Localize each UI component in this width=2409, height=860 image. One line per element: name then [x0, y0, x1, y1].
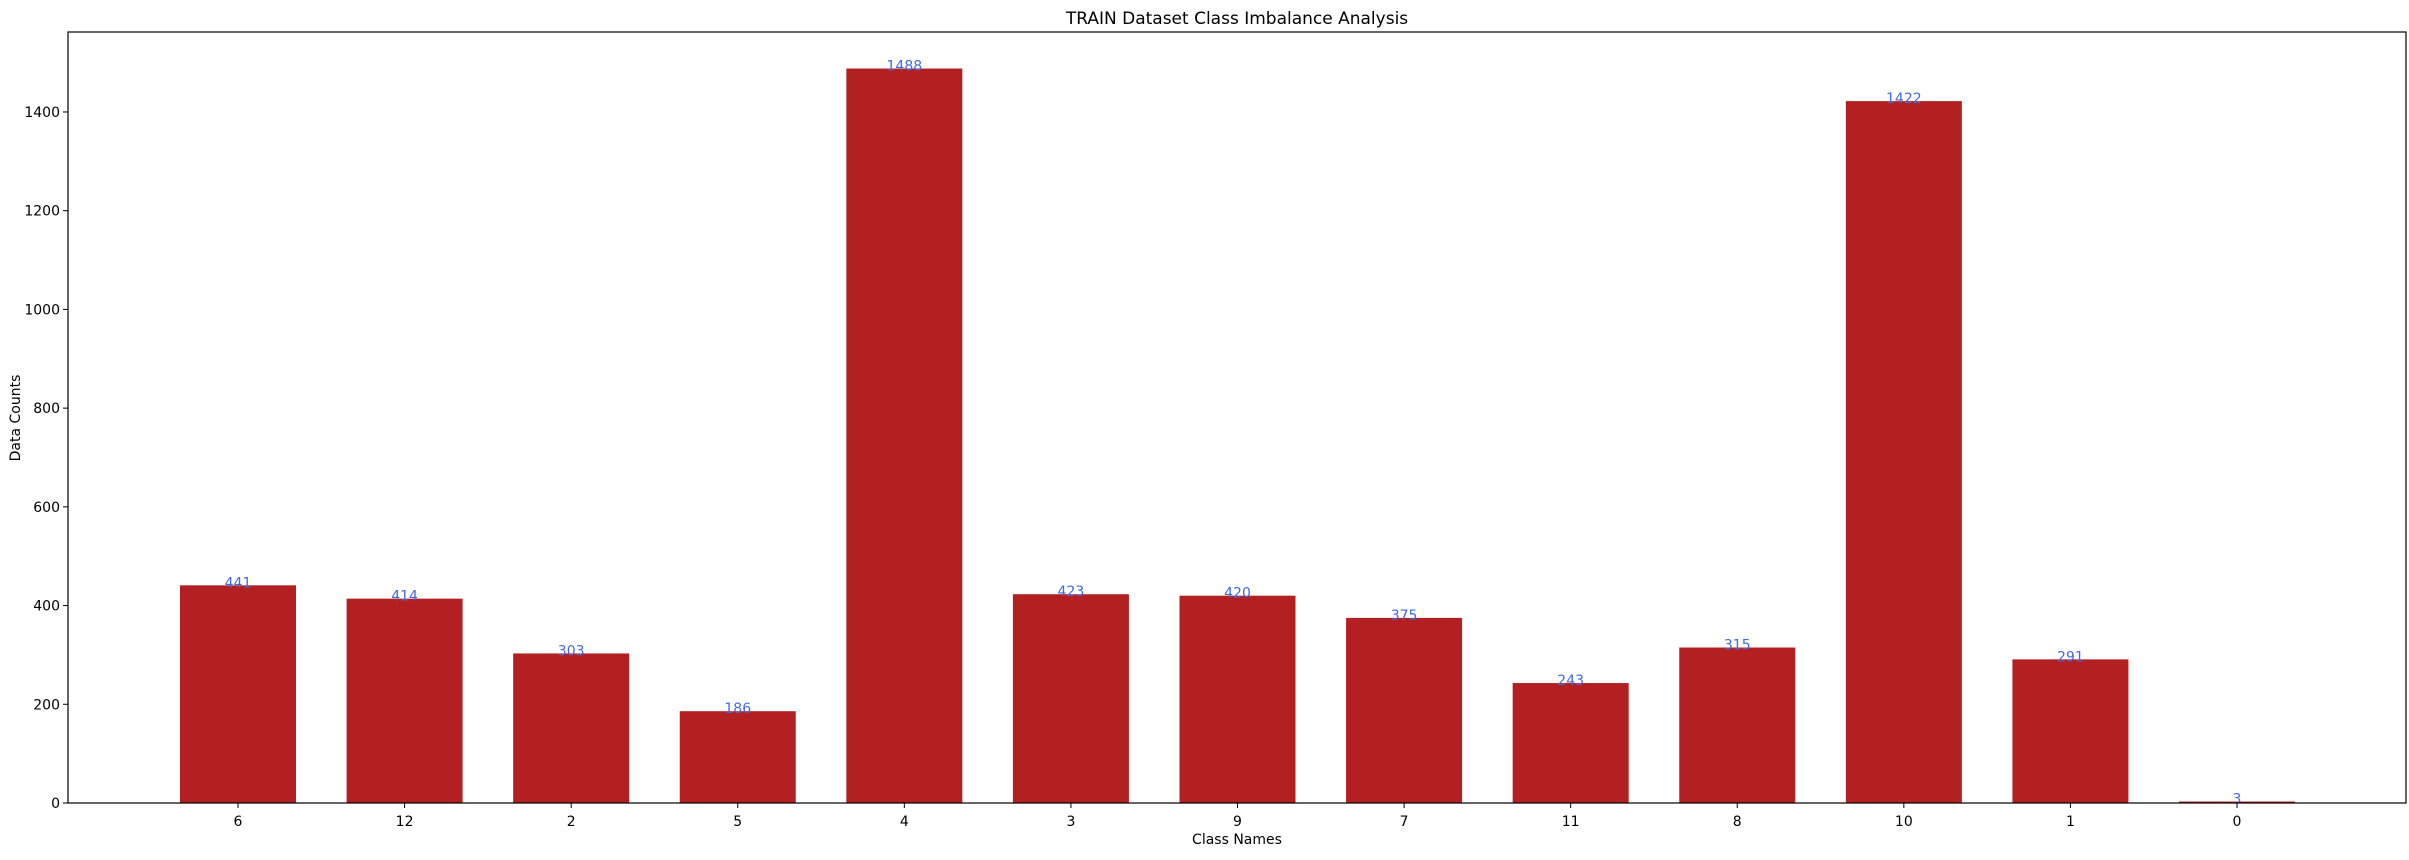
- x-tick-label-2: 2: [567, 814, 576, 830]
- data-label-9: 420: [1224, 586, 1251, 602]
- bar-2: [513, 653, 630, 803]
- y-axis-label: Data Counts: [8, 375, 24, 462]
- bars-layer: [180, 68, 2295, 804]
- x-tick-label-12: 12: [396, 814, 414, 830]
- data-label-11: 243: [1557, 673, 1584, 689]
- data-label-12: 414: [391, 589, 418, 605]
- y-axis-ticks: 0 200 400 600 800 1000 1200 1400: [24, 105, 68, 812]
- x-tick-label-9: 9: [1233, 814, 1242, 830]
- data-label-2: 303: [558, 643, 585, 659]
- chart-title: TRAIN Dataset Class Imbalance Analysis: [1065, 9, 1408, 29]
- y-tick-label-800: 800: [33, 401, 60, 417]
- bar-4: [846, 68, 963, 803]
- x-tick-label-11: 11: [1562, 814, 1580, 830]
- x-tick-label-8: 8: [1733, 814, 1742, 830]
- data-label-6: 441: [225, 575, 252, 591]
- bar-0: [2179, 801, 2295, 803]
- y-tick-label-600: 600: [33, 500, 60, 516]
- y-tick-label-1000: 1000: [24, 302, 60, 318]
- y-tick-label-1400: 1400: [24, 105, 60, 121]
- x-tick-label-7: 7: [1400, 814, 1409, 830]
- bar-12: [346, 598, 463, 803]
- x-tick-label-6: 6: [234, 814, 243, 830]
- bar-3: [1012, 594, 1129, 803]
- x-axis-ticks: 6 12 2 5 4 3 9 7 11 8 10 1 0: [234, 803, 2242, 830]
- bar-11: [1512, 683, 1629, 803]
- x-tick-label-10: 10: [1895, 814, 1913, 830]
- data-label-1: 291: [2057, 649, 2084, 665]
- bar-10: [1845, 101, 1962, 804]
- plot-frame: [67, 31, 2407, 804]
- x-tick-label-1: 1: [2066, 814, 2075, 830]
- data-label-7: 375: [1391, 608, 1418, 624]
- x-tick-label-3: 3: [1066, 814, 1075, 830]
- data-label-8: 315: [1724, 638, 1751, 654]
- x-tick-label-4: 4: [900, 814, 909, 830]
- bar-8: [1679, 647, 1796, 803]
- x-tick-label-5: 5: [733, 814, 742, 830]
- bar-5: [679, 711, 796, 803]
- y-tick-label-200: 200: [33, 697, 60, 713]
- data-label-3: 423: [1058, 584, 1085, 600]
- x-tick-label-0: 0: [2233, 814, 2242, 830]
- y-tick-label-0: 0: [51, 796, 60, 812]
- y-tick-label-400: 400: [33, 599, 60, 615]
- bar-7: [1346, 617, 1463, 803]
- y-tick-label-1200: 1200: [24, 204, 60, 220]
- data-label-10: 1422: [1886, 91, 1922, 107]
- bar-9: [1179, 595, 1296, 803]
- data-label-4: 1488: [887, 59, 923, 75]
- bar-1: [2012, 659, 2129, 803]
- data-labels-layer: 441 414 303 186 1488 423 420 375 243 315 1422 291 3: [225, 59, 2242, 808]
- data-label-0: 3: [2233, 792, 2242, 808]
- x-axis-label: Class Names: [1192, 832, 1282, 848]
- bar-6: [180, 585, 296, 803]
- data-label-5: 186: [724, 701, 751, 717]
